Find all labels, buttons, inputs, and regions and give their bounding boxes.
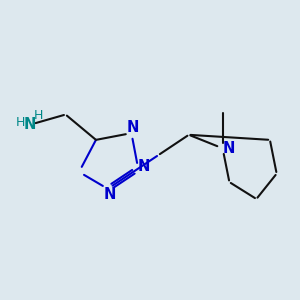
Text: N: N [127, 119, 139, 134]
Text: H: H [16, 116, 25, 130]
Text: N: N [103, 188, 116, 202]
Text: N: N [223, 141, 235, 156]
Text: N: N [138, 159, 150, 174]
Text: N: N [24, 117, 36, 132]
Text: H: H [34, 109, 43, 122]
